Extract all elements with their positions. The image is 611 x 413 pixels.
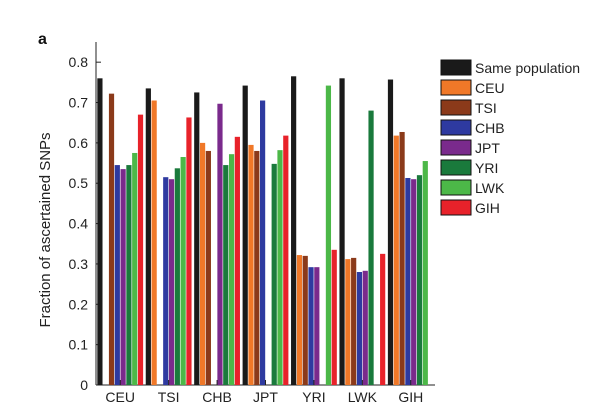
x-tick-label: LWK: [348, 389, 378, 405]
y-axis-label: Fraction of ascertained SNPs: [37, 132, 54, 327]
legend-swatch: [440, 139, 472, 156]
x-tick-label: YRI: [302, 389, 325, 405]
bar-jpt-ceu: [248, 144, 254, 385]
legend-label: YRI: [475, 160, 498, 176]
bar-jpt-chb: [260, 100, 266, 385]
bar-chb-same-population: [194, 92, 200, 386]
y-tick-label: 0.5: [69, 175, 89, 191]
bar-tsi-ceu: [151, 100, 157, 385]
bar-tsi-chb: [163, 177, 169, 385]
legend-label: JPT: [475, 140, 500, 156]
bar-chb-ceu: [199, 142, 206, 385]
legend-swatch: [440, 79, 472, 96]
legend-swatch: [440, 59, 472, 76]
bar-jpt-same-population: [242, 85, 248, 385]
bar-lwk-yri: [368, 110, 374, 385]
bar-gih-lwk: [422, 161, 428, 385]
bar-lwk-ceu: [345, 259, 351, 385]
bar-ceu-yri: [126, 165, 132, 385]
bar-ceu-lwk: [132, 152, 138, 385]
legend-swatch: [440, 119, 472, 136]
legend-swatch: [440, 159, 472, 176]
legend-swatch: [440, 99, 472, 116]
bar-lwk-chb: [356, 272, 363, 385]
bar-tsi-lwk: [180, 157, 186, 385]
y-tick-label: 0.4: [69, 216, 89, 232]
bar-jpt-gih: [283, 135, 289, 385]
x-tick-label: GIH: [398, 389, 423, 405]
legend-swatch: [440, 199, 472, 216]
y-tick-label: 0.6: [69, 135, 89, 151]
bar-lwk-gih: [380, 253, 386, 385]
bar-tsi-gih: [186, 117, 192, 386]
legend-label: LWK: [475, 180, 505, 196]
y-tick-label: 0.7: [69, 95, 89, 111]
y-tick-label: 0: [80, 377, 88, 393]
bar-tsi-same-population: [145, 88, 151, 385]
bar-ceu-chb: [114, 165, 120, 385]
bar-lwk-tsi: [351, 257, 357, 385]
legend-label: TSI: [475, 100, 497, 116]
bar-lwk-same-population: [339, 78, 345, 385]
bar-ceu-same-population: [97, 78, 103, 385]
y-tick-label: 0.3: [69, 256, 89, 272]
y-tick-label: 0.8: [69, 54, 89, 70]
legend-label: CHB: [475, 120, 505, 136]
bar-gih-chb: [405, 177, 411, 385]
legend-label: Same population: [475, 60, 580, 76]
bar-yri-jpt: [314, 267, 320, 385]
x-tick-label: CHB: [202, 389, 232, 405]
bar-gih-tsi: [399, 131, 405, 385]
bar-yri-gih: [331, 249, 337, 385]
bar-chb-gih: [234, 136, 240, 385]
bar-yri-chb: [308, 267, 314, 385]
bar-jpt-tsi: [254, 150, 260, 385]
bar-gih-yri: [416, 175, 423, 385]
bar-yri-ceu: [296, 255, 303, 385]
x-tick-label: JPT: [253, 389, 278, 405]
bar-chb-jpt: [217, 103, 223, 386]
bar-chb-lwk: [228, 154, 235, 385]
bar-ceu-tsi: [108, 93, 115, 385]
panel-label: a: [38, 31, 47, 48]
bar-gih-same-population: [387, 79, 394, 386]
legend-swatch: [440, 179, 472, 196]
legend-label: GIH: [475, 200, 500, 216]
y-tick-label: 0.1: [69, 337, 89, 353]
bar-ceu-gih: [137, 114, 144, 386]
bar-gih-jpt: [411, 179, 417, 385]
legend-label: CEU: [475, 80, 505, 96]
x-tick-label: CEU: [105, 389, 135, 405]
bar-gih-ceu: [393, 135, 399, 385]
bar-ceu-jpt: [120, 169, 126, 385]
legend: Same population CEU TSI CHB JPT YRI LWK GIH: [440, 59, 580, 216]
bar-yri-lwk: [325, 85, 332, 385]
plot-area: 0 0.1 0.2 0.3 0.4 0.5 0.6 0.7 0.8 CEU TSI CHB JPT YRI…: [69, 42, 435, 405]
bar-yri-tsi: [302, 255, 308, 385]
x-tick-label: TSI: [158, 389, 180, 405]
bar-jpt-lwk: [277, 150, 283, 385]
y-tick-label: 0.2: [69, 296, 89, 312]
bar-chb-tsi: [205, 150, 211, 385]
bar-jpt-yri: [271, 163, 277, 385]
bar-lwk-jpt: [362, 270, 368, 385]
bar-yri-same-population: [291, 76, 297, 386]
bar-tsi-jpt: [168, 179, 175, 385]
bar-tsi-yri: [174, 168, 180, 385]
bar-chb-yri: [223, 165, 229, 385]
